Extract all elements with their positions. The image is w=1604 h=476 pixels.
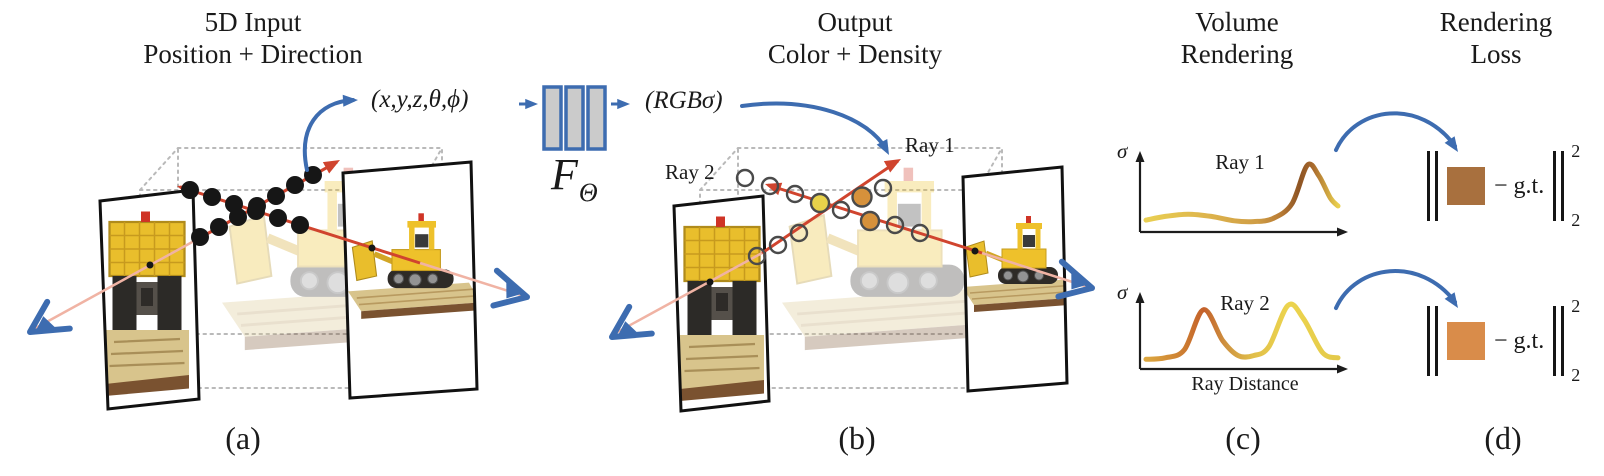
minus-gt-label: − g.t. bbox=[1494, 327, 1545, 354]
sample-point bbox=[267, 187, 285, 205]
density-plot-ray2-axes bbox=[1138, 295, 1344, 371]
norm-open-bars bbox=[1427, 151, 1438, 221]
sigma-label-ray2: σ bbox=[1117, 280, 1128, 304]
sample-point bbox=[203, 188, 221, 206]
camera-b-left bbox=[603, 303, 651, 350]
sample-circle bbox=[768, 235, 788, 255]
plane-hit-point bbox=[971, 247, 979, 255]
sample-point-yellow bbox=[809, 192, 831, 214]
density-curve-ray2 bbox=[1143, 301, 1341, 362]
image-plane-a-right bbox=[341, 160, 479, 400]
sample-circle bbox=[910, 223, 930, 243]
plane-hit-point bbox=[146, 261, 154, 269]
loss-term-ray1: − g.t. 2 2 bbox=[1427, 141, 1580, 230]
sample-point-orange bbox=[859, 210, 881, 232]
panel-b-title-line2: Color + Density bbox=[767, 39, 943, 69]
ray1-label-plot: Ray 1 bbox=[1215, 150, 1265, 174]
camera-a-left bbox=[21, 298, 69, 345]
predicted-color-swatch-ray1 bbox=[1447, 167, 1485, 205]
norm-close-bars bbox=[1553, 151, 1565, 221]
sample-point bbox=[191, 228, 209, 246]
norm-close-wrap: 2 2 bbox=[1553, 141, 1580, 230]
sample-point bbox=[291, 216, 309, 234]
norm-subscript: 2 bbox=[1571, 210, 1581, 230]
minus-gt-label: − g.t. bbox=[1494, 172, 1545, 199]
panel-label-d: (d) bbox=[1484, 420, 1522, 456]
loss-term-ray2: − g.t. 2 2 bbox=[1427, 296, 1580, 385]
norm-open-bars bbox=[1427, 306, 1438, 376]
panel-label-a: (a) bbox=[225, 420, 261, 456]
sample-point bbox=[247, 202, 265, 220]
panel-b-title-line1: Output bbox=[817, 7, 893, 37]
panel-c-title-line2: Rendering bbox=[1180, 39, 1294, 69]
mlp-network-icon bbox=[519, 85, 630, 151]
ray1-label-scene: Ray 1 bbox=[905, 133, 955, 157]
panel-a-title-line1: 5D Input bbox=[204, 7, 302, 37]
norm-close-wrap: 2 2 bbox=[1553, 296, 1580, 385]
image-plane-b-right bbox=[961, 165, 1069, 393]
image-plane-a-left bbox=[98, 188, 201, 411]
input-tuple-label: (x,y,z,θ,ϕ) bbox=[371, 86, 469, 113]
camera-a-right bbox=[486, 271, 532, 315]
mlp-function-label: FΘ bbox=[551, 150, 598, 208]
ray2-label-scene: Ray 2 bbox=[665, 160, 715, 184]
arrow-sample-to-input bbox=[302, 98, 355, 172]
panel-c-title-line1: Volume bbox=[1195, 7, 1279, 37]
mlp-f: F bbox=[551, 150, 578, 199]
flow-arrows bbox=[302, 98, 1457, 310]
camera-rays-b bbox=[611, 153, 1089, 337]
density-plot-ray1-axes bbox=[1138, 154, 1344, 234]
sample-circle bbox=[760, 176, 780, 196]
sample-circle bbox=[747, 246, 767, 266]
norm-exponent: 2 bbox=[1571, 296, 1581, 316]
panel-c-header: Volume Rendering bbox=[1092, 6, 1382, 70]
sample-points-a bbox=[181, 166, 322, 246]
panel-d-title-line1: Rendering bbox=[1439, 7, 1553, 37]
panel-b-header: Output Color + Density bbox=[660, 6, 1050, 70]
arrow-ray1-to-loss bbox=[1334, 111, 1457, 152]
density-curve-ray1 bbox=[1143, 161, 1341, 225]
sample-circle bbox=[831, 200, 851, 220]
sample-point bbox=[181, 181, 199, 199]
sample-points-b bbox=[735, 168, 930, 266]
panel-label-c: (c) bbox=[1225, 420, 1261, 456]
norm-subscript: 2 bbox=[1571, 365, 1581, 385]
panel-d-header: Rendering Loss bbox=[1356, 6, 1604, 70]
predicted-color-swatch-ray2 bbox=[1447, 322, 1485, 360]
panel-label-b: (b) bbox=[838, 420, 876, 456]
plane-hit-point bbox=[706, 278, 714, 286]
sample-point bbox=[225, 195, 243, 213]
arrow-output-to-ray bbox=[740, 101, 888, 151]
sample-point bbox=[286, 176, 304, 194]
image-plane-b-left bbox=[672, 194, 771, 413]
norm-close-bars bbox=[1553, 306, 1565, 376]
sample-circle bbox=[735, 168, 755, 188]
sample-point-orange bbox=[851, 186, 873, 208]
ray-distance-axis-label: Ray Distance bbox=[1191, 373, 1299, 395]
sample-point bbox=[269, 209, 287, 227]
arrow-ray2-to-loss bbox=[1334, 269, 1457, 310]
panel-a-title-line2: Position + Direction bbox=[143, 39, 363, 69]
mlp-theta-subscript: Θ bbox=[578, 178, 598, 207]
panel-d-title-line2: Loss bbox=[1470, 39, 1522, 69]
norm-exponent: 2 bbox=[1571, 141, 1581, 161]
plane-hit-point bbox=[368, 244, 376, 252]
sample-circle bbox=[885, 215, 905, 235]
sample-circle bbox=[873, 178, 893, 198]
sigma-label-ray1: σ bbox=[1117, 139, 1128, 163]
output-tuple-label: (RGBσ) bbox=[645, 87, 723, 114]
ray2-label-plot: Ray 2 bbox=[1220, 291, 1270, 315]
sample-point bbox=[210, 218, 228, 236]
sample-circle bbox=[785, 184, 805, 204]
panel-a-header: 5D Input Position + Direction bbox=[58, 6, 448, 70]
sample-circle bbox=[789, 223, 809, 243]
